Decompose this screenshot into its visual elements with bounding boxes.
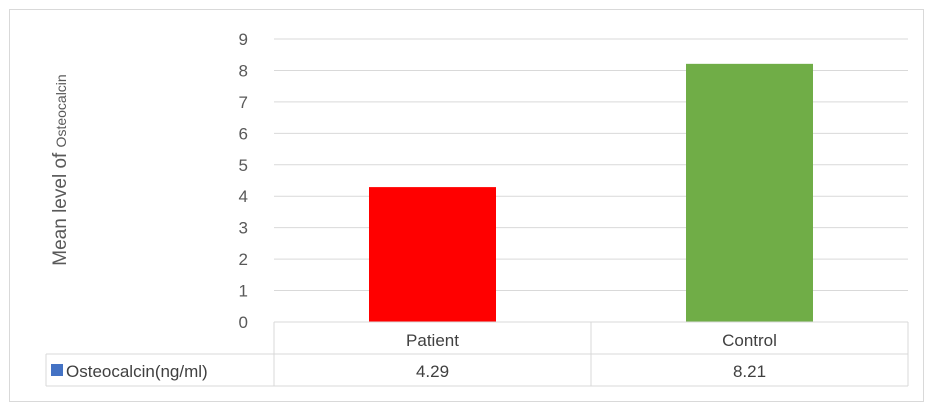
data-label: 4.29 <box>416 362 449 381</box>
bar <box>686 63 813 322</box>
legend-label: Osteocalcin(ng/ml) <box>66 362 208 381</box>
y-tick-label: 5 <box>239 156 248 175</box>
y-axis-label-suffix: Osteocalcin <box>53 74 69 147</box>
y-tick-label: 8 <box>239 61 248 80</box>
bars <box>369 63 813 322</box>
y-tick-label: 3 <box>239 219 248 238</box>
y-tick-label: 1 <box>239 282 248 301</box>
legend-swatch <box>51 364 63 376</box>
data-table: Patient 4.29 Control 8.21 Osteocalcin(ng/ml) <box>45 321 909 387</box>
x-category-label: Patient <box>406 331 459 350</box>
y-tick-label: 9 <box>239 30 248 49</box>
y-tick-label: 4 <box>239 187 248 206</box>
y-tick-labels: 0 1 2 3 4 5 6 7 8 9 <box>239 30 248 332</box>
chart-frame <box>9 9 924 402</box>
y-axis-label-main: Mean level of <box>50 147 71 265</box>
y-tick-label: 0 <box>239 313 248 332</box>
y-axis-label: Mean level of Osteocalcin <box>50 74 71 265</box>
bar <box>369 187 496 322</box>
x-category-label: Control <box>722 331 777 350</box>
y-tick-label: 2 <box>239 250 248 269</box>
data-label: 8.21 <box>733 362 766 381</box>
y-tick-label: 6 <box>239 124 248 143</box>
y-tick-label: 7 <box>239 93 248 112</box>
